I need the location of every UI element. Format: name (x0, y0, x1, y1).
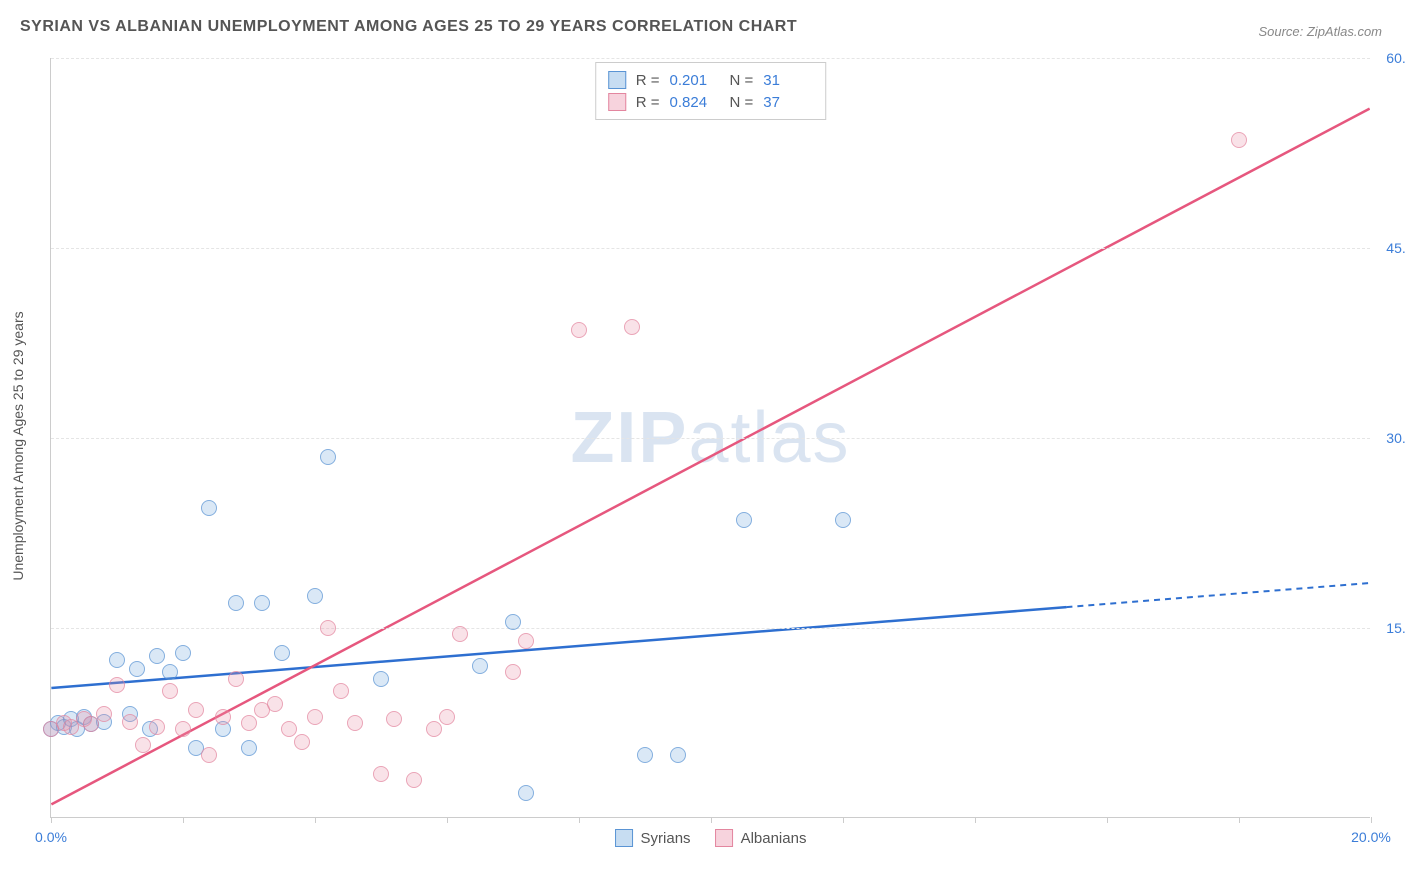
data-point (406, 772, 422, 788)
gridline-h (51, 438, 1370, 439)
data-point (505, 664, 521, 680)
data-point (624, 319, 640, 335)
regression-line (51, 607, 1066, 688)
data-point (452, 626, 468, 642)
data-point (109, 677, 125, 693)
x-tick-mark (447, 817, 448, 823)
legend-item-albanians: Albanians (715, 829, 807, 847)
data-point (162, 683, 178, 699)
data-point (228, 595, 244, 611)
data-point (96, 706, 112, 722)
gridline-h (51, 58, 1370, 59)
gridline-h (51, 248, 1370, 249)
x-tick-mark (1239, 817, 1240, 823)
data-point (571, 322, 587, 338)
source-attribution: Source: ZipAtlas.com (1258, 24, 1382, 39)
data-point (241, 715, 257, 731)
data-point (835, 512, 851, 528)
data-point (175, 645, 191, 661)
regression-line-extrapolated (1066, 583, 1369, 607)
gridline-h (51, 628, 1370, 629)
stats-row-syrians: R = 0.201 N = 31 (608, 69, 814, 91)
y-tick-label: 60.0% (1386, 50, 1406, 66)
data-point (670, 747, 686, 763)
data-point (373, 766, 389, 782)
data-point (294, 734, 310, 750)
x-tick-mark (51, 817, 52, 823)
data-point (307, 709, 323, 725)
data-point (109, 652, 125, 668)
data-point (373, 671, 389, 687)
data-point (472, 658, 488, 674)
x-tick-mark (315, 817, 316, 823)
chart-title: SYRIAN VS ALBANIAN UNEMPLOYMENT AMONG AG… (20, 18, 797, 36)
swatch-syrians (608, 71, 626, 89)
data-point (320, 620, 336, 636)
data-point (274, 645, 290, 661)
data-point (518, 633, 534, 649)
data-point (83, 716, 99, 732)
data-point (241, 740, 257, 756)
n-label: N = (730, 94, 754, 111)
legend-label: Albanians (741, 830, 807, 847)
x-tick-mark (579, 817, 580, 823)
data-point (254, 595, 270, 611)
data-point (347, 715, 363, 731)
data-point (505, 614, 521, 630)
data-point (333, 683, 349, 699)
data-point (188, 702, 204, 718)
data-point (129, 661, 145, 677)
r-label: R = (636, 72, 660, 89)
data-point (215, 709, 231, 725)
data-point (149, 719, 165, 735)
x-tick-mark (711, 817, 712, 823)
data-point (307, 588, 323, 604)
n-value-syrians: 31 (763, 72, 813, 89)
swatch-albanians (715, 829, 733, 847)
data-point (518, 785, 534, 801)
data-point (320, 449, 336, 465)
data-point (135, 737, 151, 753)
series-legend: Syrians Albanians (615, 829, 807, 847)
data-point (637, 747, 653, 763)
swatch-albanians (608, 93, 626, 111)
n-value-albanians: 37 (763, 94, 813, 111)
data-point (267, 696, 283, 712)
stats-row-albanians: R = 0.824 N = 37 (608, 91, 814, 113)
legend-label: Syrians (641, 830, 691, 847)
y-tick-label: 45.0% (1386, 240, 1406, 256)
data-point (122, 714, 138, 730)
n-label: N = (730, 72, 754, 89)
data-point (149, 648, 165, 664)
data-point (228, 671, 244, 687)
y-axis-label: Unemployment Among Ages 25 to 29 years (10, 311, 26, 580)
y-tick-label: 15.0% (1386, 620, 1406, 636)
x-tick-mark (975, 817, 976, 823)
x-tick-mark (1371, 817, 1372, 823)
correlation-stats-box: R = 0.201 N = 31 R = 0.824 N = 37 (595, 62, 827, 120)
r-label: R = (636, 94, 660, 111)
regression-line (51, 109, 1369, 805)
x-tick-label: 0.0% (35, 829, 67, 845)
data-point (386, 711, 402, 727)
data-point (201, 500, 217, 516)
data-point (439, 709, 455, 725)
y-tick-label: 30.0% (1386, 430, 1406, 446)
x-tick-label: 20.0% (1351, 829, 1391, 845)
r-value-albanians: 0.824 (670, 94, 720, 111)
data-point (281, 721, 297, 737)
data-point (1231, 132, 1247, 148)
x-tick-mark (1107, 817, 1108, 823)
swatch-syrians (615, 829, 633, 847)
data-point (162, 664, 178, 680)
r-value-syrians: 0.201 (670, 72, 720, 89)
legend-item-syrians: Syrians (615, 829, 691, 847)
x-tick-mark (183, 817, 184, 823)
data-point (426, 721, 442, 737)
data-point (175, 721, 191, 737)
data-point (201, 747, 217, 763)
scatter-plot-area: ZIPatlas R = 0.201 N = 31 R = 0.824 N = … (50, 58, 1370, 818)
data-point (736, 512, 752, 528)
x-tick-mark (843, 817, 844, 823)
